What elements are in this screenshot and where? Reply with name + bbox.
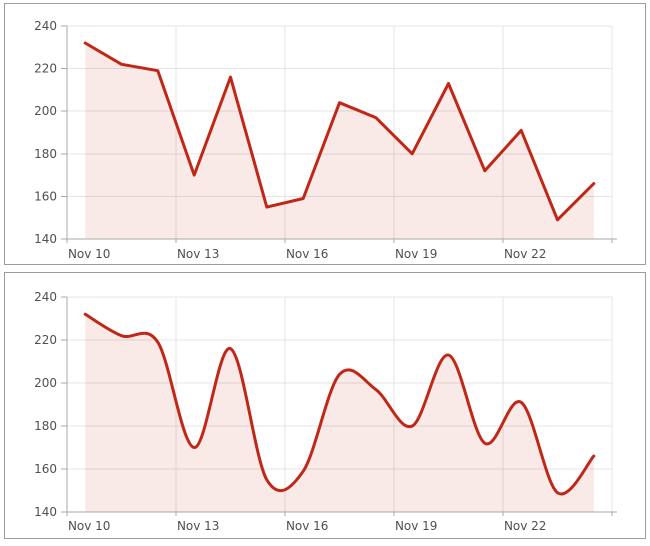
y-axis-label: 160 [34,189,57,203]
y-axis-label: 240 [34,19,57,33]
line-chart: 140 160 180 200 220 240 Nov 10 Nov 13 Nov 16 Nov … [34,19,617,261]
x-axis-label: Nov 10 [68,247,111,261]
smoothed-line-chart-panel: 140 160 180 200 220 240 Nov 10 Nov 13 Nov 16 Nov … [4,272,646,539]
x-axis-label: Nov 22 [504,519,547,533]
y-axis-label: 180 [34,147,57,161]
x-axis-label: Nov 22 [504,247,547,261]
x-axis-label: Nov 19 [395,519,438,533]
series-line [83,41,596,222]
line-chart-panel: 140 160 180 200 220 240 Nov 10 Nov 13 Nov 16 Nov … [4,3,646,265]
x-axis-label: Nov 16 [286,247,329,261]
y-axis-label: 220 [34,333,57,347]
x-axis-label: Nov 10 [68,519,111,533]
y-axis-label: 220 [34,62,57,76]
y-axis-label: 180 [34,419,57,433]
x-axis-label: Nov 19 [395,247,438,261]
x-axis-label: Nov 16 [286,519,329,533]
y-axis-label: 200 [34,376,57,390]
y-axis-label: 140 [34,505,57,519]
y-axis-label: 200 [34,104,57,118]
series-line [83,312,596,496]
y-axis-label: 160 [34,462,57,476]
y-axis-label: 140 [34,232,57,246]
series-area [85,314,594,512]
x-axis-label: Nov 13 [177,247,220,261]
series-area [85,43,594,239]
y-axis-label: 240 [34,290,57,304]
smoothed-line-chart: 140 160 180 200 220 240 Nov 10 Nov 13 Nov 16 Nov … [34,290,617,533]
x-axis-label: Nov 13 [177,519,220,533]
